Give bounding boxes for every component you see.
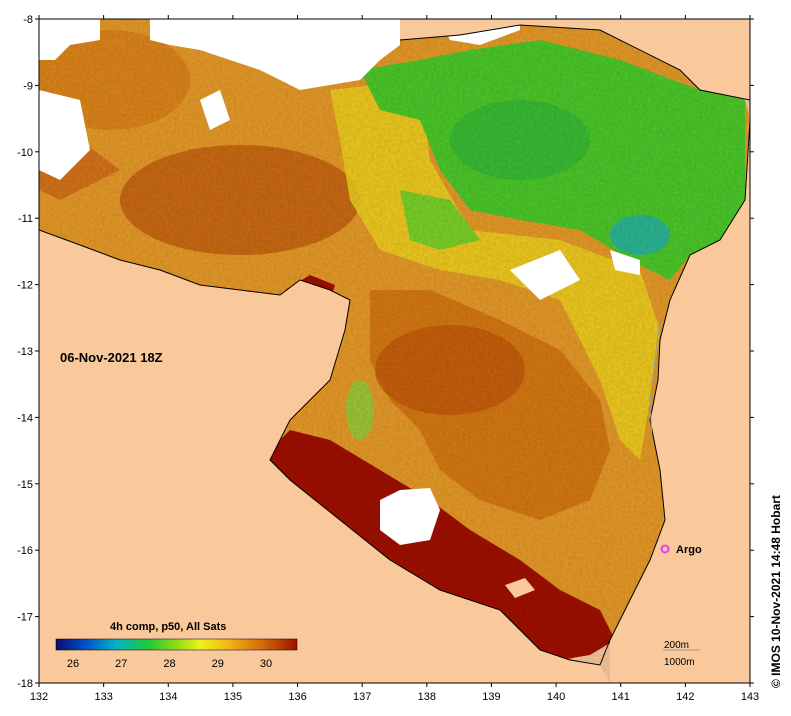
x-tick-label: 134 [159, 691, 177, 703]
colorbar-tick-label: 29 [212, 658, 224, 670]
no-data-north-west [39, 19, 100, 60]
x-tick-label: 141 [612, 691, 630, 703]
y-tick-label: -9 [23, 80, 33, 92]
y-tick-label: -12 [17, 280, 33, 292]
land-cape-york [610, 100, 750, 683]
colorbar-tick-label: 26 [67, 658, 79, 670]
y-tick-label: -10 [17, 147, 33, 159]
y-tick-label: -14 [17, 412, 33, 424]
coastline-new-guinea [399, 24, 750, 101]
y-tick-label: -17 [17, 612, 33, 624]
colorbar-ticks: 26 27 28 29 30 [67, 658, 272, 670]
no-data-north [150, 19, 400, 90]
no-data-central-east [510, 250, 580, 300]
y-tick-label: -15 [17, 479, 33, 491]
datetime-label: 06-Nov-2021 18Z [60, 350, 163, 365]
colorbar-tick-label: 30 [260, 658, 272, 670]
land-island-groote [296, 350, 320, 395]
land-island-mornington [505, 578, 535, 598]
argo-float-marker[interactable] [660, 544, 670, 554]
y-tick-label: -16 [17, 545, 33, 557]
x-tick-label: 135 [224, 691, 242, 703]
y-tick-label: -11 [18, 213, 33, 225]
no-data-west [39, 90, 90, 180]
colorbar-tick-label: 28 [163, 658, 175, 670]
colorbar [55, 638, 298, 651]
no-data-east-coast [610, 250, 640, 275]
no-data-south-blob [380, 488, 440, 545]
x-tick-label: 139 [482, 691, 500, 703]
argo-label: Argo [676, 544, 702, 556]
land-arnhem-land [39, 230, 610, 683]
colorbar-tick-label: 27 [115, 658, 127, 670]
y-tick-label: -18 [17, 678, 33, 690]
x-tick-label: 137 [353, 691, 371, 703]
x-tick-label: 143 [741, 691, 759, 703]
land-new-guinea [400, 19, 750, 100]
colorbar-title: 4h comp, p50, All Sats [110, 621, 226, 633]
no-data-west-2 [200, 90, 230, 130]
x-tick-label: 132 [30, 691, 48, 703]
coastline [39, 119, 750, 666]
y-axis: -8 -9 -10 -11 -12 -13 -14 -15 -16 -17 -18 [17, 14, 754, 690]
credit-label: © IMOS 10-Nov-2021 14:48 Hobart [769, 495, 783, 688]
y-tick-label: -13 [17, 346, 33, 358]
x-tick-label: 142 [676, 691, 694, 703]
x-tick-label: 136 [288, 691, 306, 703]
contour-legend-1000m: 1000m [664, 657, 695, 668]
bathymetry-contour-200m [649, 319, 661, 441]
x-axis: 132 133 134 135 136 137 138 139 140 141 142 143 [30, 15, 759, 703]
x-tick-label: 140 [547, 691, 565, 703]
x-tick-label: 133 [94, 691, 112, 703]
contour-legend-200m: 200m [664, 640, 689, 651]
x-tick-label: 138 [418, 691, 436, 703]
y-tick-label: -8 [23, 14, 33, 26]
